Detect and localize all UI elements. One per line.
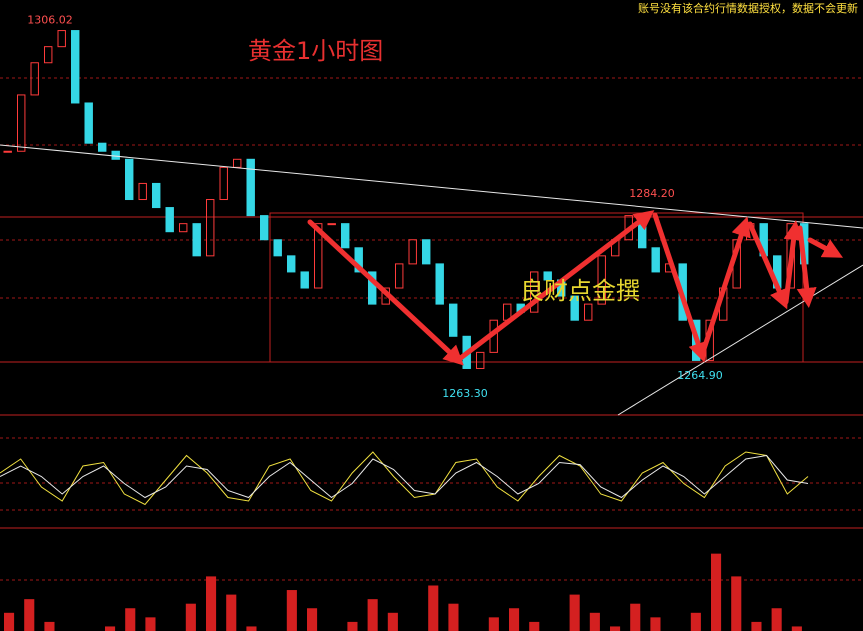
histogram-bar <box>650 617 661 631</box>
candle <box>84 102 93 144</box>
notice: 账号没有该合约行情数据授权，数据不会更新 <box>638 1 858 15</box>
candle <box>327 223 336 226</box>
histogram-bar <box>711 553 722 631</box>
histogram-bar <box>690 612 701 631</box>
candle <box>206 199 215 257</box>
arrows <box>307 210 844 366</box>
candle <box>287 255 296 273</box>
candle <box>98 142 107 152</box>
candle <box>476 351 485 369</box>
candle <box>368 271 377 305</box>
histogram-bar <box>387 612 398 631</box>
candle <box>219 166 228 201</box>
histogram-bar <box>731 576 742 631</box>
histogram-bar <box>529 621 540 631</box>
candle <box>152 182 161 209</box>
histogram-bar <box>105 626 116 631</box>
candle <box>543 271 552 281</box>
candle <box>165 207 174 233</box>
histogram-bar <box>367 599 378 631</box>
candle <box>300 271 309 289</box>
histogram-bar <box>610 626 621 631</box>
oscillator-line <box>0 451 809 506</box>
candle <box>71 30 80 104</box>
candle <box>179 223 188 233</box>
histogram-bar <box>145 617 156 631</box>
trendlines <box>0 144 863 416</box>
histogram-bar <box>307 608 318 631</box>
histogram-bar <box>125 608 136 631</box>
histogram-bar <box>428 585 439 631</box>
candle <box>570 295 579 321</box>
histogram-bar <box>569 594 580 631</box>
candle <box>138 182 147 201</box>
histogram-bar <box>751 621 762 631</box>
histogram-bar <box>4 612 15 631</box>
histogram-bar <box>630 603 641 631</box>
histogram-bar <box>286 590 297 631</box>
candle <box>651 247 660 273</box>
candle <box>246 158 255 217</box>
histogram-bar <box>448 603 459 631</box>
candle <box>422 239 431 265</box>
candle <box>260 215 269 241</box>
candle <box>354 247 363 273</box>
histogram-bar <box>488 617 499 631</box>
candle <box>192 223 201 257</box>
histogram-bar <box>771 608 782 631</box>
candle <box>435 263 444 305</box>
histogram-bar <box>226 594 237 631</box>
candle <box>584 303 593 321</box>
candle <box>57 30 66 48</box>
histogram-bar <box>589 612 600 631</box>
price-label: 1263.30 <box>442 387 488 400</box>
candle <box>530 271 539 313</box>
candle <box>341 223 350 249</box>
candle <box>30 62 39 96</box>
candle <box>597 255 606 305</box>
price-label: 1284.20 <box>629 187 675 200</box>
histogram-bar <box>246 626 257 631</box>
candle <box>111 150 120 160</box>
candle <box>3 150 12 153</box>
candle <box>273 239 282 257</box>
price-label: 1306.02 <box>27 13 73 26</box>
candle <box>408 239 417 265</box>
histogram-bar <box>185 603 196 631</box>
oscillator-line <box>0 454 809 499</box>
candle <box>314 223 323 289</box>
candles <box>3 30 809 369</box>
histogram-bar <box>44 621 55 631</box>
histogram-bar <box>24 599 35 631</box>
histogram-bar <box>791 626 802 631</box>
histogram-bar <box>509 608 520 631</box>
histogram-bar <box>206 576 217 631</box>
watermark: 良财点金撰 <box>520 277 640 305</box>
histogram <box>4 553 802 631</box>
candle <box>44 46 53 64</box>
histogram-bar <box>347 621 358 631</box>
candle <box>125 158 134 201</box>
candle <box>449 303 458 337</box>
candle <box>395 263 404 289</box>
oscillator <box>0 451 809 506</box>
chart-title: 黄金1小时图 <box>248 37 383 65</box>
price-label: 1264.90 <box>677 369 723 382</box>
candle <box>17 94 26 152</box>
